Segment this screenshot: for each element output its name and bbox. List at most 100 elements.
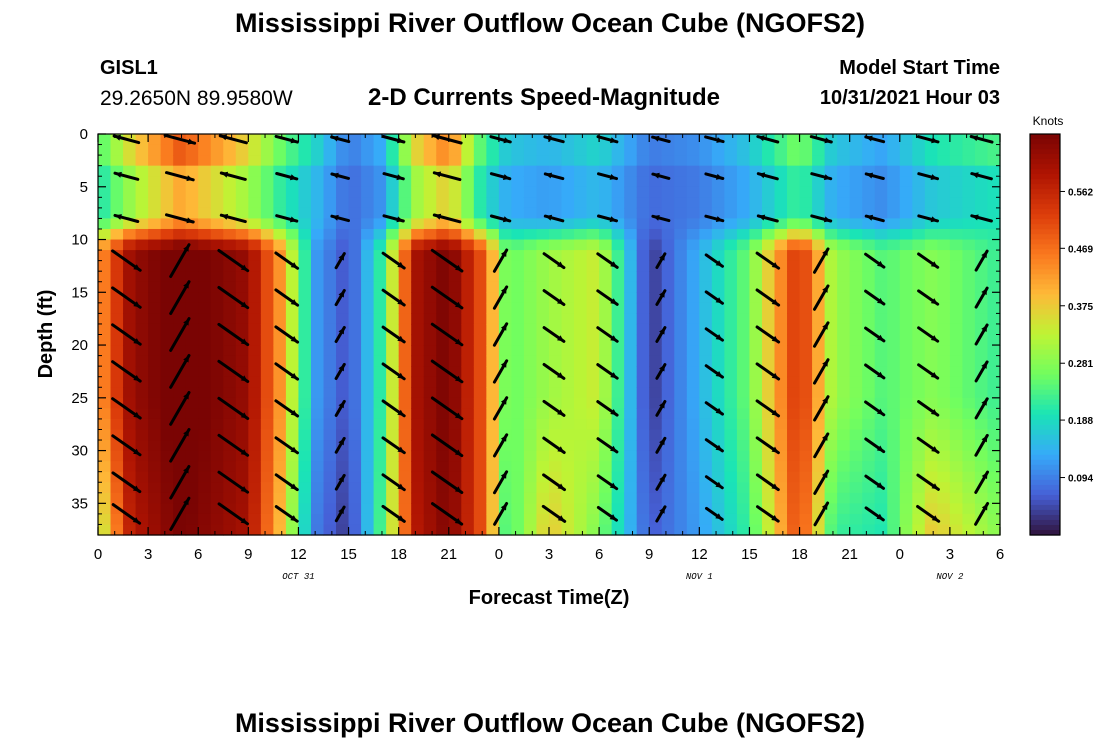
heatmap-cell [624, 450, 638, 462]
heatmap-cell [486, 450, 500, 462]
heatmap-cell [549, 323, 563, 336]
heatmap-cell [273, 429, 287, 441]
heatmap-cell [787, 503, 801, 515]
heatmap-cell [110, 418, 124, 431]
heatmap-cell [148, 408, 162, 420]
heatmap-cell [348, 366, 362, 378]
heatmap-cell [148, 260, 162, 272]
heatmap-cell [235, 418, 249, 431]
heatmap-cell [411, 418, 425, 431]
heatmap-cell [974, 376, 989, 388]
heatmap-cell [874, 207, 888, 220]
heatmap-cell [498, 239, 513, 251]
heatmap-cell [574, 482, 588, 494]
heatmap-cell [248, 345, 262, 357]
heatmap-cell [849, 334, 863, 346]
heatmap-cell [398, 228, 412, 241]
heatmap-cell [899, 418, 913, 431]
heatmap-cell [123, 281, 137, 293]
heatmap-cell [649, 207, 663, 220]
heatmap-cell [486, 524, 500, 536]
colorbar-swatch [1030, 524, 1060, 531]
heatmap-cell [210, 197, 224, 209]
heatmap-cell [423, 323, 437, 336]
heatmap-cell [536, 376, 550, 388]
heatmap-cell [260, 313, 274, 325]
heatmap-cell [210, 302, 224, 314]
heatmap-cell [148, 429, 162, 441]
heatmap-cell [411, 482, 425, 494]
colorbar-tick-label: 0.094 [1068, 474, 1093, 485]
heatmap-cell [561, 218, 575, 230]
heatmap-cell [198, 503, 212, 515]
heatmap-cell [787, 313, 801, 325]
heatmap-cell [511, 228, 525, 241]
heatmap-cell [611, 228, 625, 241]
x-tick-label: 3 [946, 546, 954, 563]
heatmap-cell [336, 207, 350, 220]
heatmap-cell [185, 260, 199, 272]
current-arrow [381, 399, 406, 418]
heatmap-cell [987, 387, 1001, 399]
heatmap-cell [423, 429, 437, 441]
heatmap-cell [398, 366, 412, 378]
heatmap-cell [912, 176, 926, 188]
heatmap-cell [824, 228, 838, 241]
heatmap-cell [423, 165, 437, 177]
heatmap-cell [686, 345, 700, 357]
heatmap-cell [724, 429, 738, 441]
heatmap-cell [774, 450, 788, 462]
heatmap-cell [887, 302, 901, 314]
current-arrow [542, 436, 566, 454]
station-coords: 29.2650N 89.9580W [100, 87, 293, 110]
heatmap-cell [724, 207, 738, 220]
heatmap-cell [774, 207, 788, 220]
heatmap-cell [561, 165, 575, 177]
heatmap-cell [423, 250, 437, 262]
heatmap-cell [348, 271, 362, 283]
heatmap-cell [937, 207, 951, 220]
heatmap-cell [887, 218, 901, 230]
heatmap-cell [98, 397, 112, 409]
heatmap-cell [624, 239, 638, 251]
heatmap-cell [586, 397, 600, 409]
heatmap-cell [711, 376, 725, 388]
heatmap-cell [761, 408, 776, 420]
heatmap-cell [448, 165, 462, 177]
heatmap-cell [699, 313, 713, 325]
heatmap-cell [461, 250, 475, 262]
heatmap-cell [711, 250, 725, 262]
heatmap-cell [824, 408, 838, 420]
heatmap-cell [98, 376, 112, 388]
heatmap-cell [549, 302, 563, 314]
heatmap-cell [912, 155, 926, 167]
heatmap-cell [448, 366, 462, 378]
heatmap-cell [987, 482, 1001, 494]
heatmap-cell [473, 271, 487, 283]
colorbar-swatch [1030, 479, 1060, 486]
heatmap-cell [398, 408, 412, 420]
heatmap-cell [624, 302, 638, 314]
heatmap-cell [523, 440, 538, 452]
heatmap-cell [511, 292, 525, 304]
current-arrow [218, 134, 248, 145]
heatmap-cell [862, 144, 876, 156]
heatmap-cell [599, 186, 613, 198]
heatmap-cell [949, 450, 964, 462]
heatmap-cell [887, 387, 901, 399]
heatmap-cell [135, 239, 149, 251]
heatmap-cell [549, 513, 563, 526]
heatmap-cell [761, 376, 776, 388]
heatmap-cell [561, 260, 575, 272]
heatmap-cell [298, 207, 312, 220]
heatmap-cell [761, 155, 776, 167]
heatmap-cell [323, 355, 337, 367]
heatmap-cell [724, 218, 738, 230]
current-arrow [541, 504, 567, 523]
heatmap-cell [711, 144, 725, 156]
heatmap-cell [135, 450, 149, 462]
heatmap-cell [148, 334, 162, 346]
heatmap-cell [599, 302, 613, 314]
heatmap-cell [937, 355, 951, 367]
colorbar-swatch [1030, 144, 1060, 150]
